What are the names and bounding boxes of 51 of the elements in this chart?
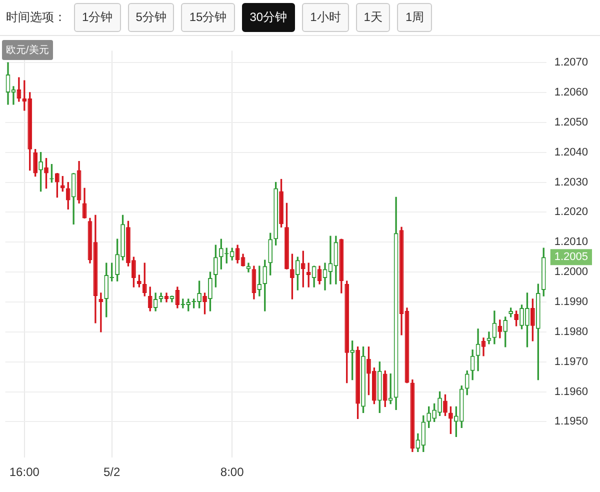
candlestick (366, 346, 371, 396)
candlestick (530, 298, 535, 342)
candlestick (361, 346, 366, 414)
candlestick (44, 158, 48, 189)
candlestick (274, 182, 278, 246)
candlestick (356, 346, 360, 420)
text: 5分钟 (128, 3, 174, 32)
candlestick (284, 202, 289, 270)
candlestick (115, 238, 120, 282)
y-tick-label: 1.1990 (554, 296, 588, 308)
candlestick (514, 310, 518, 326)
text: 1天 (356, 3, 390, 32)
y-tick-label: 1.1980 (554, 326, 588, 338)
candlestick (214, 244, 218, 288)
candlestick (448, 406, 453, 434)
text: 1分钟 (74, 3, 121, 32)
candlestick (438, 391, 442, 416)
x-tick-label: 16:00 (9, 465, 40, 480)
candlestick (520, 304, 524, 330)
text: 1小时 (302, 3, 349, 32)
x-tick-label: 5/2 (104, 465, 121, 480)
text: 1周 (397, 3, 432, 32)
y-tick-label: 1.2050 (554, 116, 588, 128)
y-tick-label: 1.2030 (554, 176, 588, 188)
candlestick (525, 292, 530, 348)
text: 15分钟 (181, 3, 235, 32)
y-tick-label: 1.2070 (554, 56, 588, 69)
y-tick-label: 1.1970 (554, 356, 588, 368)
series-label: 欧元/美元 (2, 40, 53, 60)
candlestick (208, 272, 212, 312)
candlestick (443, 394, 448, 416)
y-tick-label: 1.2060 (554, 86, 588, 99)
y-tick-label: 1.1950 (554, 416, 588, 428)
y-tick-label: 1.2020 (554, 206, 588, 218)
candlestick (279, 178, 284, 228)
candlestick (290, 254, 294, 300)
text: 1.2005 (554, 251, 588, 264)
y-tick-label: 1.2010 (554, 236, 588, 248)
candlestick (55, 172, 60, 198)
y-tick-label: 1.2000 (554, 266, 588, 278)
y-tick-label: 1.2040 (554, 146, 588, 158)
candlestick (372, 367, 376, 404)
candlestick (38, 152, 43, 192)
candlestick (132, 256, 136, 288)
x-tick-label: 8:00 (220, 465, 244, 480)
candlestick (202, 292, 207, 314)
candlestick (126, 220, 130, 266)
candlestick (120, 214, 125, 260)
y-tick-label: 1.1960 (554, 386, 588, 398)
text: 时间选项： (6, 9, 66, 26)
text: 30分钟 (242, 3, 296, 32)
